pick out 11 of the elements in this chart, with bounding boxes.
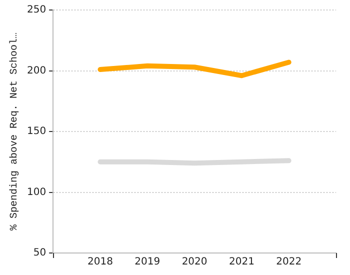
y-tick-label: 250 [26, 4, 46, 16]
y-tick-label: 50 [33, 248, 46, 259]
x-tick-label: 2022 [276, 256, 302, 268]
x-tick-label: 2019 [134, 256, 160, 268]
y-tick-label: 200 [26, 65, 46, 76]
y-tick-label: 150 [26, 126, 46, 138]
x-tick-label: 2018 [88, 256, 113, 268]
x-tick-label: 2021 [228, 256, 254, 268]
y-tick-label: 100 [26, 186, 46, 198]
y-axis-title: % Spending above Req. Net School… [8, 32, 21, 231]
x-tick-label: 2020 [182, 256, 208, 268]
